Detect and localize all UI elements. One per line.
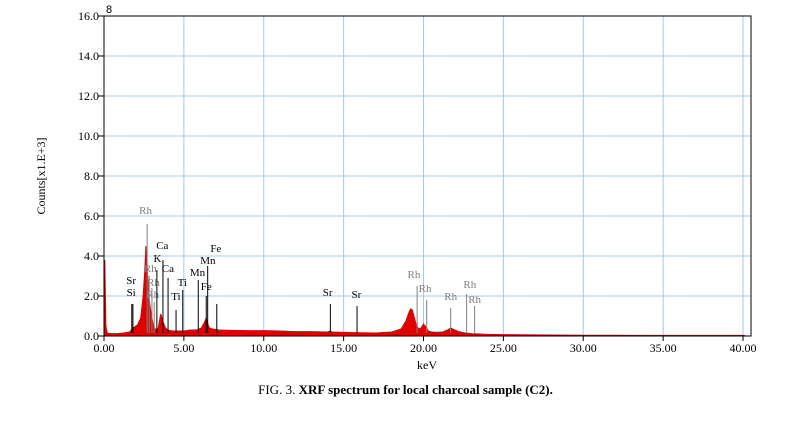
x-tick-label: 10.00 xyxy=(250,341,277,355)
x-tick-label: 20.00 xyxy=(410,341,437,355)
grid-lines xyxy=(104,15,751,336)
y-tick-label: 8.0 xyxy=(84,169,99,183)
element-marker-label: Rh xyxy=(144,263,157,275)
caption-text: XRF spectrum for local charcoal sample (… xyxy=(298,382,553,397)
element-marker-label: Rh xyxy=(419,283,432,295)
x-tick-label: 25.00 xyxy=(490,341,517,355)
element-marker-label: Mn xyxy=(200,255,216,267)
element-marker-label: Fe xyxy=(201,281,212,293)
x-tick-label: 40.00 xyxy=(730,341,757,355)
element-marker-label: Rh xyxy=(463,279,476,291)
element-marker-label: Sr xyxy=(126,275,136,287)
y-tick-label: 10.0 xyxy=(78,129,99,143)
y-tick-label: 6.0 xyxy=(84,209,99,223)
element-marker-label: Rh xyxy=(468,294,481,306)
element-marker-label: K xyxy=(154,253,162,265)
x-axis-ticks: 0.00 5.00 10.00 15.00 20.00 25.00 30.00 35.00 40… xyxy=(94,336,757,355)
element-marker-label: Sr xyxy=(352,289,362,301)
element-marker-label: Mn xyxy=(190,267,206,279)
element-marker-label: Sr xyxy=(323,287,333,299)
y-axis-ticks: 0.0 2.0 4.0 6.0 8.0 10.0 12.0 14.0 16.0 xyxy=(78,9,104,343)
element-marker-label: Rh xyxy=(444,291,457,303)
x-tick-label: 35.00 xyxy=(650,341,677,355)
spectrum-series xyxy=(103,245,747,337)
element-marker-label: Ca xyxy=(156,240,168,252)
y-tick-label: 0.0 xyxy=(84,329,99,343)
y-tick-label: 2.0 xyxy=(84,289,99,303)
element-marker-label: Ti xyxy=(171,291,180,303)
y-tick-label: 16.0 xyxy=(78,9,99,23)
element-marker-label: Ti xyxy=(178,277,187,289)
element-marker-label: Rh xyxy=(407,269,420,281)
top-marker: 8 xyxy=(106,4,112,16)
figure-caption: FIG. 3. XRF spectrum for local charcoal … xyxy=(0,382,811,398)
x-tick-label: 30.00 xyxy=(570,341,597,355)
x-tick-label: 15.00 xyxy=(330,341,357,355)
element-marker-label: Ca xyxy=(162,263,174,275)
x-axis-label: keV xyxy=(417,358,437,370)
caption-prefix: FIG. 3. xyxy=(258,382,299,397)
spectrum-line xyxy=(103,245,747,337)
y-axis-label: Counts[x1.E+3] xyxy=(34,137,48,214)
element-marker-label: Fe xyxy=(210,243,221,255)
element-marker-label: Rh xyxy=(147,277,160,289)
y-tick-label: 12.0 xyxy=(78,89,99,103)
element-marker-label: Si xyxy=(127,287,136,299)
x-tick-label: 0.00 xyxy=(94,341,115,355)
element-marker-label: Rh xyxy=(146,289,159,301)
y-tick-label: 14.0 xyxy=(78,49,99,63)
element-marker-label: Rh xyxy=(139,205,152,217)
x-tick-label: 5.00 xyxy=(173,341,194,355)
y-tick-label: 4.0 xyxy=(84,249,99,263)
